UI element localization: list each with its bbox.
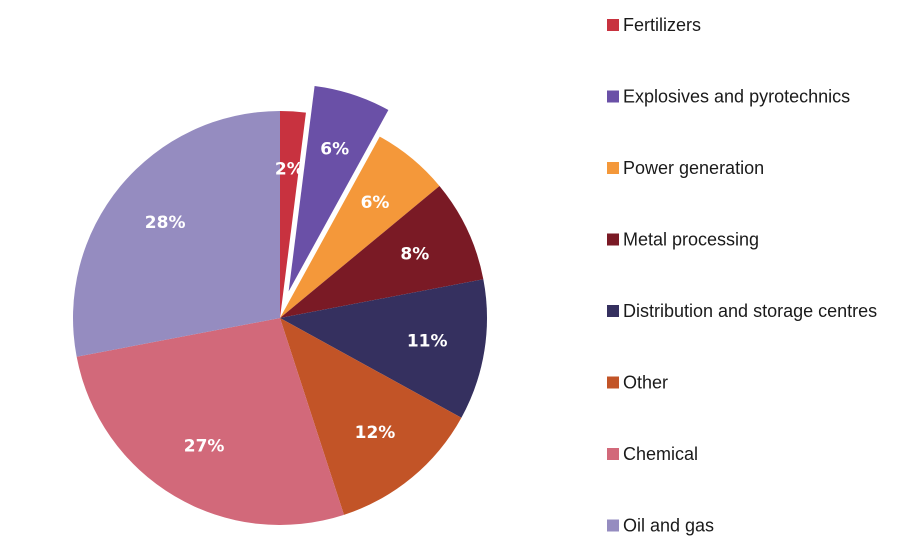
legend-swatch bbox=[607, 233, 619, 246]
legend-item-fertilizers: Fertilizers bbox=[607, 15, 701, 35]
pie-slice-fertilizers bbox=[280, 111, 306, 318]
legend-swatch bbox=[607, 519, 619, 532]
legend-label: Distribution and storage centres bbox=[623, 301, 877, 321]
data-label-oil-and-gas: 28% bbox=[145, 213, 186, 233]
pie-slice-other bbox=[280, 318, 462, 515]
pie-slices bbox=[72, 86, 487, 526]
legend-item-explosives-and-pyrotechnics: Explosives and pyrotechnics bbox=[607, 87, 850, 107]
data-label-distribution-and-storage-centres: 11% bbox=[407, 331, 448, 351]
legend-swatch bbox=[607, 162, 619, 174]
data-label-other: 12% bbox=[355, 423, 396, 443]
legend-label: Metal processing bbox=[623, 230, 759, 250]
pie-slice-explosives-and-pyrotechnics bbox=[288, 86, 389, 292]
data-label-explosives-and-pyrotechnics: 6% bbox=[320, 140, 349, 160]
legend-item-distribution-and-storage-centres: Distribution and storage centres bbox=[607, 301, 877, 321]
data-label-chemical: 27% bbox=[184, 436, 225, 456]
legend-item-other: Other bbox=[607, 373, 668, 393]
pie-slice-power-generation bbox=[280, 136, 440, 318]
pie-slice-labels: 2% 6% 6% 8% 11% 12% 27% 28% bbox=[145, 140, 448, 457]
legend-swatch bbox=[607, 376, 619, 389]
legend-label: Oil and gas bbox=[623, 516, 714, 536]
pie-slice-metal-processing bbox=[280, 186, 484, 318]
legend-item-power-generation: Power generation bbox=[607, 158, 764, 178]
data-label-power-generation: 6% bbox=[361, 193, 390, 213]
legend-item-metal-processing: Metal processing bbox=[607, 230, 759, 250]
pie-slice-distribution-and-storage-centres bbox=[280, 279, 487, 418]
legend-label: Other bbox=[623, 373, 668, 393]
legend-label: Fertilizers bbox=[623, 15, 701, 35]
pie-slice-chemical bbox=[76, 318, 344, 526]
legend-swatch bbox=[607, 90, 619, 103]
legend-label: Explosives and pyrotechnics bbox=[623, 87, 850, 107]
legend-label: Chemical bbox=[623, 444, 698, 464]
legend-label: Power generation bbox=[623, 158, 764, 178]
legend: Fertilizers Explosives and pyrotechnics Po… bbox=[607, 15, 877, 536]
legend-swatch bbox=[607, 448, 619, 460]
legend-item-chemical: Chemical bbox=[607, 444, 698, 464]
data-label-fertilizers: 2% bbox=[275, 159, 304, 179]
legend-swatch bbox=[607, 305, 619, 317]
legend-swatch bbox=[607, 19, 619, 31]
pie-slice-oil-and-gas bbox=[72, 111, 280, 357]
data-label-metal-processing: 8% bbox=[400, 245, 429, 265]
legend-item-oil-and-gas: Oil and gas bbox=[607, 516, 714, 536]
